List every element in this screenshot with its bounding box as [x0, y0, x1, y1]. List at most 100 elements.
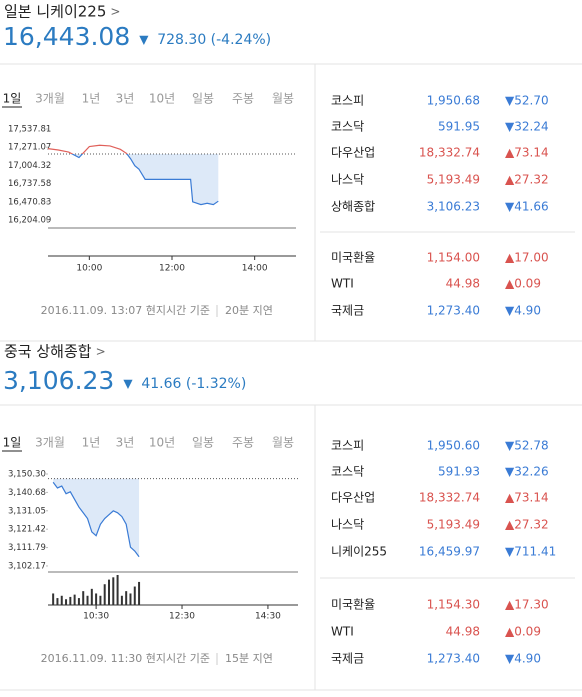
panel-title[interactable]: 일본 니케이225: [4, 3, 106, 21]
row-change: ▲17.30: [505, 598, 549, 612]
row-value: 1,154.00: [427, 251, 480, 265]
tab[interactable]: 일봉: [192, 92, 214, 106]
row-change: ▼32.26: [505, 465, 549, 479]
row-change: ▼711.41: [505, 545, 556, 559]
price: 16,443.08: [3, 22, 130, 51]
tab[interactable]: 일봉: [192, 436, 214, 450]
row-change: ▼4.90: [505, 304, 541, 318]
y-tick-label: 16,470.83: [8, 197, 51, 207]
volume-bar: [103, 584, 106, 605]
chevron: >: [96, 345, 106, 359]
row-change: ▲73.14: [505, 146, 549, 160]
y-tick-label: 17,537.81: [8, 124, 51, 134]
row-change: ▲27.32: [505, 518, 549, 532]
tab[interactable]: 1일: [3, 436, 22, 450]
tab[interactable]: 3년: [116, 436, 135, 450]
tab[interactable]: 10년: [149, 92, 175, 106]
volume-bar: [52, 593, 55, 605]
row-change: ▼32.24: [505, 120, 549, 134]
panel-title[interactable]: 중국 상해종합: [4, 343, 92, 361]
row-value: 44.98: [446, 277, 480, 291]
x-tick-label: 12:00: [159, 264, 185, 274]
volume-bar: [60, 595, 63, 605]
area: [48, 154, 219, 205]
tab[interactable]: 3개월: [35, 92, 65, 106]
row-change: ▲17.00: [505, 251, 549, 265]
row-value: 1,154.30: [427, 598, 480, 612]
row-name[interactable]: WTI: [331, 277, 354, 291]
x-tick-label: 10:00: [76, 264, 102, 274]
tab[interactable]: 1년: [82, 92, 101, 106]
y-tick-label: 16,204.09: [8, 216, 51, 226]
row-value: 1,273.40: [427, 652, 480, 666]
volume-bar: [95, 593, 98, 605]
y-tick-label: 3,150.30: [8, 470, 46, 480]
y-tick-label: 3,131.05: [8, 506, 46, 516]
line: [52, 481, 140, 558]
volume-bar: [133, 586, 136, 605]
row-value: 1,273.40: [427, 304, 480, 318]
tab[interactable]: 주봉: [232, 92, 254, 106]
note: 2016.11.09. 13:07 현지시간 기준: [41, 304, 210, 317]
row-value: 5,193.49: [427, 518, 480, 532]
volume-bar: [69, 596, 72, 605]
y-tick-label: 3,121.42: [8, 525, 46, 535]
x-tick-label: 10:30: [83, 612, 109, 622]
row-change: ▲0.09: [505, 277, 541, 291]
row-name[interactable]: 국제금: [331, 652, 364, 666]
row-change: ▼52.70: [505, 94, 549, 108]
row-value: 591.93: [438, 465, 480, 479]
row-value: 18,332.74: [419, 146, 480, 160]
row-change: ▲27.32: [505, 173, 549, 187]
row-name[interactable]: WTI: [331, 625, 354, 639]
row-change: ▼41.66: [505, 200, 549, 214]
row-name[interactable]: 코스피: [331, 94, 364, 108]
row-name[interactable]: 나스닥: [331, 173, 364, 187]
row-change: ▼4.90: [505, 652, 541, 666]
x-tick-label: 12:30: [169, 612, 195, 622]
row-name[interactable]: 다우산업: [331, 491, 375, 505]
row-value: 44.98: [446, 625, 480, 639]
row-name[interactable]: 니케이255: [331, 545, 387, 559]
volume-bar: [86, 595, 89, 605]
tab[interactable]: 월봉: [272, 92, 294, 106]
row-name[interactable]: 나스닥: [331, 518, 364, 532]
volume-bar: [56, 598, 59, 605]
tab[interactable]: 주봉: [232, 436, 254, 450]
tab[interactable]: 3년: [116, 92, 135, 106]
volume-bar: [77, 598, 80, 605]
row-value: 16,459.97: [419, 545, 480, 559]
row-value: 18,332.74: [419, 491, 480, 505]
volume-bar: [90, 588, 93, 605]
row-name[interactable]: 국제금: [331, 304, 364, 318]
tab[interactable]: 월봉: [272, 436, 294, 450]
tab[interactable]: 1년: [82, 436, 101, 450]
volume-bar: [120, 595, 123, 605]
row-name[interactable]: 미국환율: [331, 251, 375, 265]
line: [47, 144, 219, 206]
area: [53, 478, 140, 557]
row-name[interactable]: 다우산업: [331, 146, 375, 160]
volume-bar: [129, 593, 132, 605]
row-value: 1,950.60: [427, 439, 480, 453]
row-name[interactable]: 코스닥: [331, 120, 364, 134]
row-change: ▲73.14: [505, 491, 549, 505]
volume-bar: [73, 594, 76, 605]
row-value: 591.95: [438, 120, 480, 134]
tab[interactable]: 3개월: [35, 436, 65, 450]
row-change: ▼52.78: [505, 439, 549, 453]
row-name[interactable]: 코스피: [331, 439, 364, 453]
x-tick-label: 14:00: [242, 264, 268, 274]
y-tick-label: 3,111.79: [8, 543, 46, 553]
volume-bar: [138, 581, 141, 605]
change: 41.66 (-1.32%): [141, 376, 246, 392]
row-name[interactable]: 코스닥: [331, 465, 364, 479]
volume-bar: [116, 575, 119, 605]
row-name[interactable]: 미국환율: [331, 598, 375, 612]
y-tick-label: 16,737.58: [8, 179, 51, 189]
tab[interactable]: 10년: [149, 436, 175, 450]
tab[interactable]: 1일: [3, 92, 22, 106]
volume-bar: [125, 591, 128, 605]
row-name[interactable]: 상해종합: [331, 200, 375, 214]
